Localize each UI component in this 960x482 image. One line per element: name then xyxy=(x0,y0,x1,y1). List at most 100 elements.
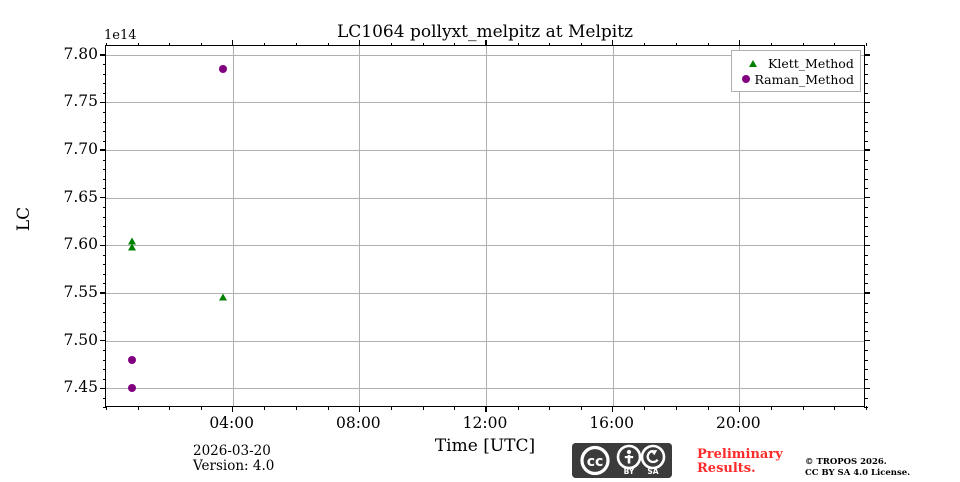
y-axis-tick xyxy=(100,339,106,342)
y-axis-minor-tick xyxy=(102,350,106,352)
gridline-horizontal xyxy=(106,293,864,295)
y-axis-minor-tick xyxy=(864,321,868,323)
y-axis-minor-tick xyxy=(864,121,868,123)
y-axis-tick xyxy=(864,292,870,294)
x-axis-tick-label: 08:00 xyxy=(335,414,381,432)
data-point-raman-method xyxy=(219,65,228,74)
y-axis-tick xyxy=(100,292,106,294)
x-axis-minor-tick xyxy=(391,406,392,410)
y-axis-minor-tick xyxy=(864,235,868,237)
legend-label: Raman_Method xyxy=(754,71,854,87)
x-axis-minor-tick xyxy=(454,42,456,46)
y-axis-tick-label: 7.65 xyxy=(63,187,98,206)
y-axis-minor-tick xyxy=(864,407,868,409)
x-axis-minor-tick xyxy=(296,42,297,46)
y-axis-minor-tick xyxy=(102,273,106,275)
x-axis-minor-tick xyxy=(866,406,867,410)
y-axis-minor-tick xyxy=(102,188,106,190)
x-axis-minor-tick xyxy=(422,42,424,46)
y-axis-minor-tick xyxy=(864,92,868,94)
y-axis-minor-tick xyxy=(864,131,868,133)
gridline-vertical xyxy=(612,46,614,406)
y-axis-tick xyxy=(100,149,106,151)
x-axis-tick-label: 12:00 xyxy=(462,414,508,432)
x-axis-minor-tick xyxy=(644,42,646,46)
gridline-vertical xyxy=(359,46,361,406)
y-axis-minor-tick xyxy=(864,350,868,352)
cc-license-badge[interactable]: cc BY SA xyxy=(572,443,672,478)
y-axis-minor-tick xyxy=(102,254,106,256)
y-axis-minor-tick xyxy=(102,83,106,85)
y-axis-minor-tick xyxy=(102,92,106,94)
y-axis-minor-tick xyxy=(102,121,106,123)
preliminary-results-note: Preliminary Results. xyxy=(697,448,783,476)
triangle-marker-icon xyxy=(738,59,768,67)
y-axis-minor-tick xyxy=(102,312,106,314)
x-axis-minor-tick xyxy=(581,42,582,46)
y-axis-minor-tick xyxy=(864,178,868,180)
x-axis-minor-tick xyxy=(137,406,139,410)
x-axis-minor-tick xyxy=(802,406,804,410)
x-axis-minor-tick xyxy=(296,406,297,410)
x-axis-minor-tick xyxy=(834,42,836,46)
x-axis-minor-tick xyxy=(581,406,582,410)
legend-entry-klett-method[interactable]: Klett_Method xyxy=(738,55,854,71)
y-axis-minor-tick xyxy=(864,273,868,275)
gridline-horizontal xyxy=(106,150,864,152)
y-axis-tick xyxy=(864,149,870,151)
y-axis-tick xyxy=(100,54,106,56)
y-axis-minor-tick xyxy=(102,264,106,266)
x-axis-minor-tick xyxy=(106,406,107,410)
x-axis-minor-tick xyxy=(169,406,171,410)
data-point-raman-method xyxy=(127,355,136,364)
y-axis-minor-tick xyxy=(102,407,106,409)
y-axis-minor-tick xyxy=(864,302,868,304)
legend-entry-raman-method[interactable]: Raman_Method xyxy=(738,71,854,87)
gridline-vertical xyxy=(486,46,487,406)
gridline-vertical xyxy=(739,46,741,406)
data-point-klett-method xyxy=(219,293,228,301)
measurement-date: 2026-03-20 xyxy=(193,443,271,459)
cc-circle-icon: cc xyxy=(580,445,610,476)
gridline-horizontal xyxy=(106,340,864,342)
sa-label: SA xyxy=(647,467,658,476)
preliminary-line-2: Results. xyxy=(697,461,756,476)
data-point-raman-method xyxy=(127,384,136,393)
x-axis-minor-tick xyxy=(391,42,392,46)
y-axis-tick xyxy=(864,339,870,342)
x-axis-tick xyxy=(232,406,234,412)
legend[interactable]: Klett_Method Raman_Method xyxy=(731,50,861,92)
x-axis-tick-label: 20:00 xyxy=(715,414,761,432)
x-axis-minor-tick xyxy=(549,42,551,46)
y-axis-tick xyxy=(100,244,106,247)
x-axis-minor-tick xyxy=(549,406,551,410)
x-axis-minor-tick xyxy=(771,42,772,46)
y-axis-tick-label: 7.60 xyxy=(63,235,98,254)
x-axis-tick xyxy=(738,406,740,412)
y-axis-tick-label: 7.45 xyxy=(63,378,98,397)
y-axis-minor-tick xyxy=(102,331,106,333)
x-axis-tick-label: 16:00 xyxy=(589,414,634,432)
cc-badge-graphic: cc BY SA xyxy=(572,443,672,478)
y-axis-minor-tick xyxy=(102,369,106,371)
software-version: Version: 4.0 xyxy=(193,458,275,474)
y-axis-tick xyxy=(864,387,870,389)
y-axis-minor-tick xyxy=(864,397,868,399)
gridline-horizontal xyxy=(106,388,864,390)
data-point-klett-method xyxy=(127,243,136,251)
x-axis-minor-tick xyxy=(422,406,424,410)
y-axis-minor-tick xyxy=(102,283,106,285)
circle-marker-icon xyxy=(738,75,754,83)
x-axis-minor-tick xyxy=(517,406,519,410)
y-axis-minor-tick xyxy=(864,312,868,314)
x-axis-tick-labels: 04:00 08:00 12:00 16:00 20:00 xyxy=(105,414,865,436)
y-axis-minor-tick xyxy=(102,178,106,180)
svg-text:cc: cc xyxy=(587,454,604,470)
y-axis-minor-tick xyxy=(102,64,106,66)
y-axis-tick xyxy=(100,387,106,389)
x-axis-tick xyxy=(485,406,487,412)
y-axis-minor-tick xyxy=(864,159,868,161)
y-axis-minor-tick xyxy=(864,283,868,285)
y-axis-minor-tick xyxy=(864,331,868,333)
